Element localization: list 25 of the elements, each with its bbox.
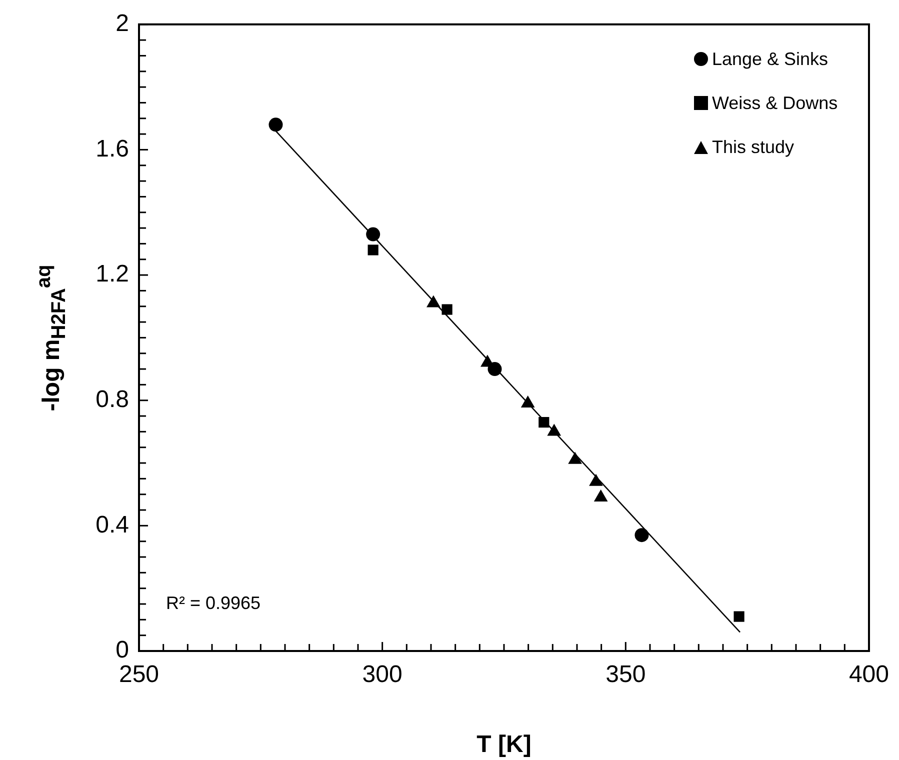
point xyxy=(568,452,582,464)
x-tick-label: 250 xyxy=(118,661,160,688)
legend-label: This study xyxy=(712,136,794,158)
y-tick-label: 2 xyxy=(116,10,129,38)
legend-label: Lange & Sinks xyxy=(712,48,828,70)
legend-label: Weiss & Downs xyxy=(712,92,838,114)
y-tick-label: 0.8 xyxy=(96,386,129,413)
point xyxy=(368,244,378,256)
annotation: R² = 0.9965 xyxy=(166,593,261,614)
point xyxy=(520,395,535,408)
x-tick-label: 300 xyxy=(362,661,402,688)
point xyxy=(426,295,440,308)
x-axis-title: T [K] xyxy=(476,731,532,758)
y-tick-label: 0.4 xyxy=(96,511,129,538)
x-tick-label: 350 xyxy=(606,661,646,688)
point xyxy=(547,424,562,436)
point xyxy=(442,304,452,315)
y-tick-label: 1.6 xyxy=(96,135,129,162)
point xyxy=(268,118,283,132)
y-tick-label: 1.2 xyxy=(96,260,129,288)
point xyxy=(366,227,380,242)
point xyxy=(589,474,603,486)
x-tick-label: 400 xyxy=(848,661,889,688)
point xyxy=(594,489,608,502)
y-tick-label: 0 xyxy=(116,636,129,664)
